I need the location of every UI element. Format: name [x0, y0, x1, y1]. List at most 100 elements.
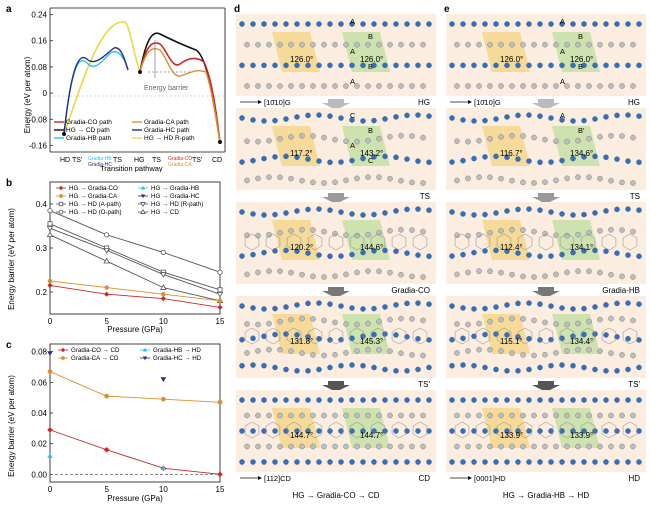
atom	[272, 305, 278, 312]
atom	[476, 174, 482, 180]
atom	[493, 153, 499, 160]
atom	[614, 459, 620, 465]
atom	[515, 250, 521, 256]
atom	[619, 443, 625, 450]
atom	[426, 397, 432, 403]
atom	[608, 271, 614, 278]
panel-caption: HG → Gradia-HB → HD	[503, 491, 589, 500]
atom	[608, 412, 614, 419]
atom	[493, 304, 499, 310]
atom	[498, 83, 504, 89]
hex-ring	[622, 327, 638, 345]
panel-c-xtick: 10	[159, 485, 168, 494]
atom	[354, 269, 360, 276]
atom	[630, 443, 636, 450]
atom	[465, 175, 471, 182]
transition-arrow	[532, 193, 560, 204]
atom	[283, 116, 289, 122]
legend-label: HG → HD (O-path)	[69, 209, 122, 216]
panel-b-xtick: 15	[216, 317, 225, 326]
atom	[250, 428, 256, 434]
atom	[244, 412, 250, 419]
atom	[272, 62, 278, 69]
hex-ring	[244, 233, 260, 251]
atom	[509, 83, 515, 89]
atom	[255, 41, 261, 48]
atom	[619, 179, 625, 186]
stage-name: HG	[628, 98, 640, 107]
atom	[553, 138, 559, 144]
data-point	[47, 427, 53, 433]
atom	[493, 428, 499, 434]
atom	[420, 352, 426, 359]
atom	[415, 158, 421, 164]
atom	[625, 158, 631, 164]
atom	[597, 228, 603, 234]
atom	[239, 21, 245, 27]
atom	[305, 397, 311, 403]
atom	[387, 175, 393, 182]
atom	[548, 253, 554, 259]
atom	[305, 62, 311, 69]
atom	[625, 206, 631, 212]
transition-arrow	[532, 99, 560, 110]
atom	[393, 62, 399, 69]
atom	[294, 302, 300, 308]
hex-ring	[328, 233, 344, 251]
atom	[460, 62, 466, 69]
atom	[398, 412, 404, 419]
atom	[636, 301, 642, 307]
atom	[272, 211, 278, 218]
atom	[310, 41, 316, 48]
atom	[332, 136, 338, 143]
panel-a-ytick: -0.16	[29, 141, 48, 150]
angle-right: 134.6°	[570, 149, 593, 158]
atom	[343, 271, 349, 278]
atom	[575, 412, 581, 419]
angle-left: 144.7°	[290, 431, 313, 440]
hex-ring	[454, 421, 470, 439]
atom	[487, 230, 493, 236]
atom	[398, 177, 404, 184]
atom	[426, 62, 432, 69]
atom	[614, 397, 620, 403]
atom	[553, 443, 559, 450]
atom	[365, 268, 371, 274]
atom	[371, 117, 377, 124]
angle-left: 115.1°	[500, 337, 523, 346]
atom	[310, 443, 316, 450]
legend-label: Gradia-CA path	[144, 119, 189, 126]
atom	[564, 348, 570, 354]
hex-ring	[496, 233, 512, 251]
atom	[310, 227, 316, 233]
atom	[487, 174, 493, 180]
atom	[360, 155, 366, 162]
atom	[575, 231, 581, 238]
atom	[504, 332, 510, 338]
atom	[482, 459, 488, 465]
atom	[382, 116, 388, 122]
hex-ring	[265, 327, 281, 345]
atom	[310, 83, 316, 89]
atom	[393, 459, 399, 465]
atom	[305, 156, 311, 162]
atom	[239, 336, 245, 343]
atom	[581, 154, 587, 160]
atom	[288, 443, 294, 450]
legend-marker	[140, 209, 146, 214]
atom	[504, 62, 510, 69]
data-point	[103, 447, 110, 453]
panel-a-ytick: 0.08	[31, 63, 47, 72]
atom	[482, 331, 488, 338]
hex-ring	[580, 327, 596, 345]
hex-ring	[601, 233, 617, 251]
atom	[460, 362, 466, 368]
hex-ring	[265, 233, 281, 251]
stage-name: Gradia-HB	[602, 286, 640, 295]
atom	[272, 154, 278, 160]
atom	[420, 443, 426, 450]
atom	[548, 397, 554, 403]
panel-d-label: d	[234, 4, 240, 15]
curve-gradia-hc	[63, 47, 129, 135]
atom	[493, 247, 499, 254]
